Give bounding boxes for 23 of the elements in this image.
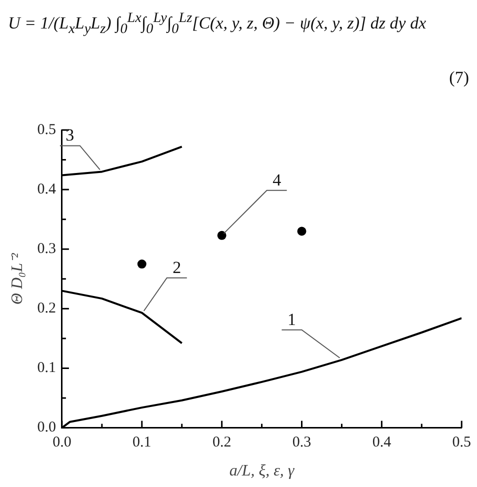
text: 4	[272, 170, 282, 190]
x-tick-label: 0.4	[372, 434, 392, 451]
y-tick-label: 0.1	[37, 360, 56, 376]
text: 1	[287, 310, 296, 329]
point	[297, 226, 306, 236]
text: (7)	[449, 68, 469, 88]
y-tick-label: 0.2	[37, 300, 56, 317]
x-tick-label: 0.3	[292, 434, 312, 451]
y-axis-title: Θ D₀L⁻²	[8, 252, 26, 305]
text: 2	[172, 258, 182, 277]
text: U = 1/(L$_{x}$L$_{y}$L$_{z}$) ∫$_{0}$$^{Lx}$∫$_{0}$$^{Ly}$∫$_{0}$$^{Lz}$[C(x, y, z, Θ) − ψ(x, y, z)] dz dy dx	[8, 10, 426, 38]
series-label: 3	[66, 126, 74, 145]
y-tick-label: 0.4	[37, 181, 56, 198]
point	[137, 260, 146, 269]
y-tick-label: 0.3	[37, 241, 56, 258]
y-tick-label: 0.0	[37, 420, 56, 436]
x-tick-label: 0.2	[212, 434, 232, 451]
x-tick-label: 0.5	[452, 434, 471, 451]
x-tick-label: 0.0	[52, 434, 72, 451]
x-axis-title: a/L, ξ, ε, γ	[229, 462, 295, 480]
point	[217, 230, 226, 240]
y-tick-label: 0.5	[37, 122, 56, 138]
x-tick-label: 0.1	[132, 434, 152, 451]
